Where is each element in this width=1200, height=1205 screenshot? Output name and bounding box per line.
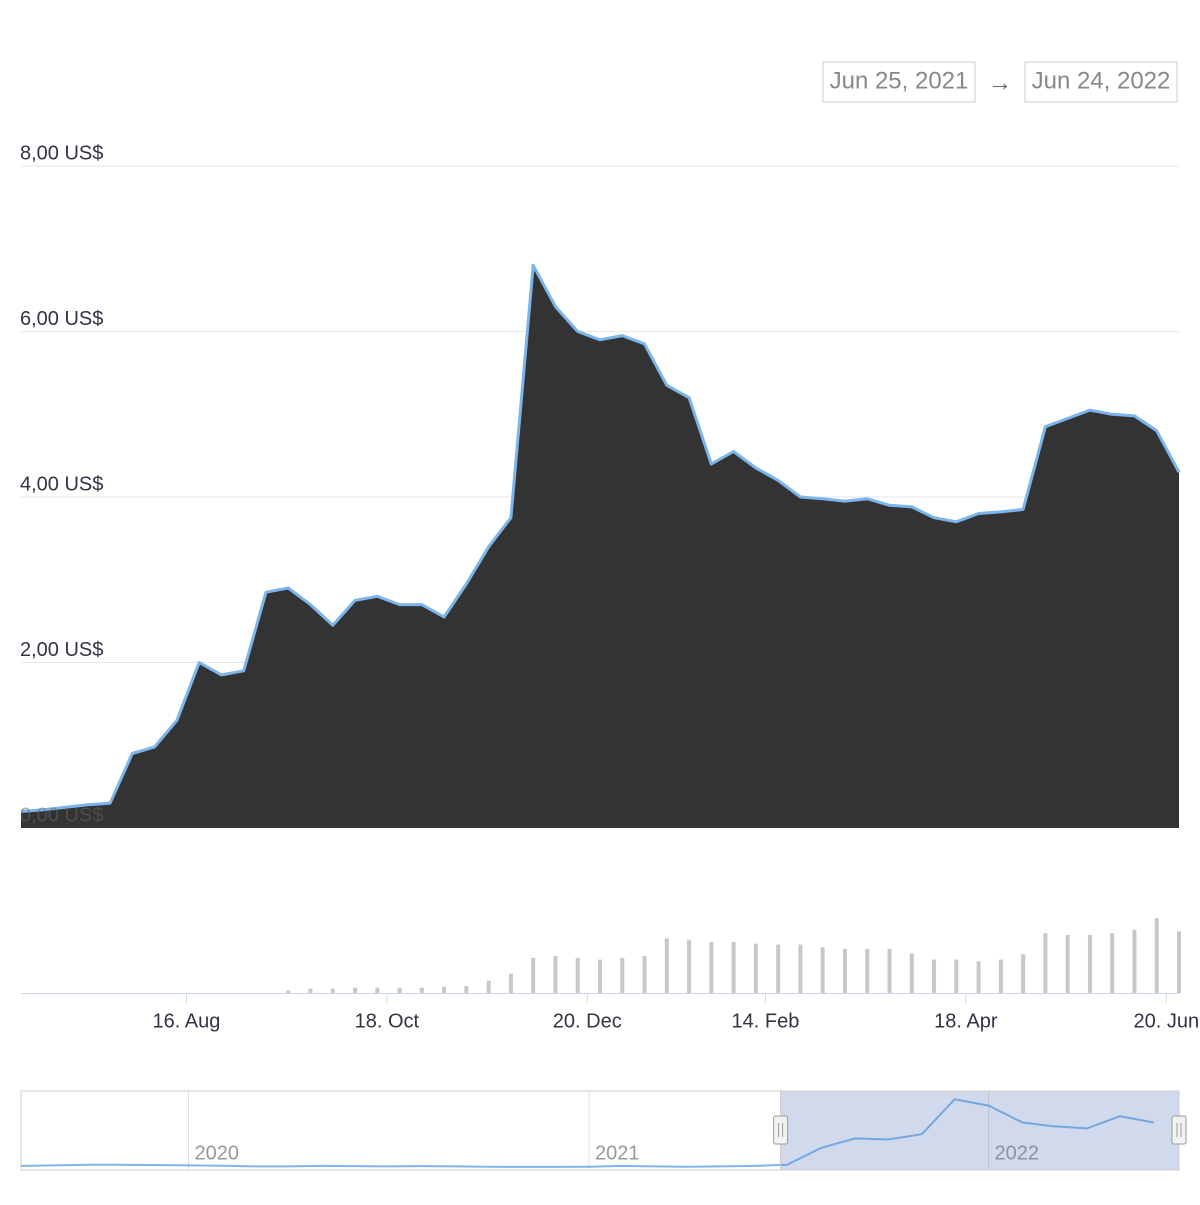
range-separator: → xyxy=(988,69,1012,96)
volume-bar xyxy=(865,949,870,993)
volume-bar xyxy=(397,987,402,993)
volume-bar xyxy=(330,988,335,993)
range-from-box[interactable] xyxy=(822,61,976,103)
volume-bar xyxy=(353,987,358,993)
volume-bar xyxy=(976,961,981,993)
volume-bar xyxy=(620,957,625,993)
volume-bar xyxy=(531,957,536,993)
volume-bar xyxy=(731,941,736,993)
price-line xyxy=(20,263,1181,813)
y-tick-label: 2,00 US$ xyxy=(20,639,103,661)
y-tick-label: 0,00 US$ xyxy=(20,804,103,826)
volume-bar xyxy=(932,959,937,993)
volume-bar xyxy=(1154,918,1159,993)
volume-bar xyxy=(442,986,447,993)
volume-bar xyxy=(464,985,469,993)
navigator-tick-label: 2020 xyxy=(194,1142,239,1164)
x-tick-label: 18. Oct xyxy=(355,1010,420,1032)
volume-bar xyxy=(1177,931,1181,993)
x-tick-label: 16. Aug xyxy=(153,1010,221,1032)
y-tick-label: 4,00 US$ xyxy=(20,473,103,495)
volume-bar xyxy=(375,987,380,993)
navigator-handle-grip xyxy=(778,1123,784,1137)
volume-bar xyxy=(798,944,803,993)
range-from[interactable]: Jun 25, 2021 xyxy=(830,67,969,94)
volume-bar xyxy=(709,941,714,993)
navigator-handle-grip xyxy=(1176,1123,1182,1137)
volume-bar xyxy=(642,956,647,993)
volume-bar xyxy=(687,940,692,993)
volume-bar xyxy=(842,949,847,993)
volume-bar xyxy=(598,959,602,993)
navigator-line xyxy=(20,1098,1154,1168)
volume-bar xyxy=(553,956,558,993)
range-to-box[interactable] xyxy=(1024,61,1178,103)
volume-bar xyxy=(753,943,758,993)
volume-bar xyxy=(776,944,781,993)
x-tick-label: 20. Dec xyxy=(553,1010,622,1032)
volume-bar xyxy=(486,980,491,993)
navigator-handle[interactable] xyxy=(773,1115,789,1145)
volume-bar xyxy=(1021,954,1026,993)
volume-bar xyxy=(419,987,424,993)
volume-bar xyxy=(820,947,825,993)
y-tick-label: 6,00 US$ xyxy=(20,308,103,330)
volume-bar xyxy=(998,959,1003,993)
volume-bar xyxy=(508,973,513,993)
y-tick-label: 8,00 US$ xyxy=(20,142,103,164)
volume-bar xyxy=(887,949,892,993)
volume-bar xyxy=(1110,933,1115,993)
volume-bar xyxy=(575,957,580,993)
price-area xyxy=(21,265,1179,828)
volume-bar xyxy=(1087,934,1092,993)
x-tick-label: 14. Feb xyxy=(732,1010,800,1032)
volume-bar xyxy=(1065,934,1070,993)
volume-bar xyxy=(909,953,914,993)
range-to[interactable]: Jun 24, 2022 xyxy=(1032,67,1171,94)
navigator-mask[interactable] xyxy=(780,1090,1180,1171)
x-tick-label: 18. Apr xyxy=(934,1010,998,1032)
x-tick-label: 20. Jun xyxy=(1133,1010,1199,1032)
navigator-handle[interactable] xyxy=(1171,1115,1187,1145)
volume-bar xyxy=(1043,933,1048,993)
volume-bar xyxy=(954,959,959,993)
volume-bar xyxy=(1132,929,1137,993)
volume-bar xyxy=(308,988,313,993)
volume-bar xyxy=(286,990,291,993)
navigator-tick-label: 2021 xyxy=(595,1142,640,1164)
navigator-tick-label: 2022 xyxy=(995,1142,1040,1164)
volume-bar xyxy=(664,938,669,993)
